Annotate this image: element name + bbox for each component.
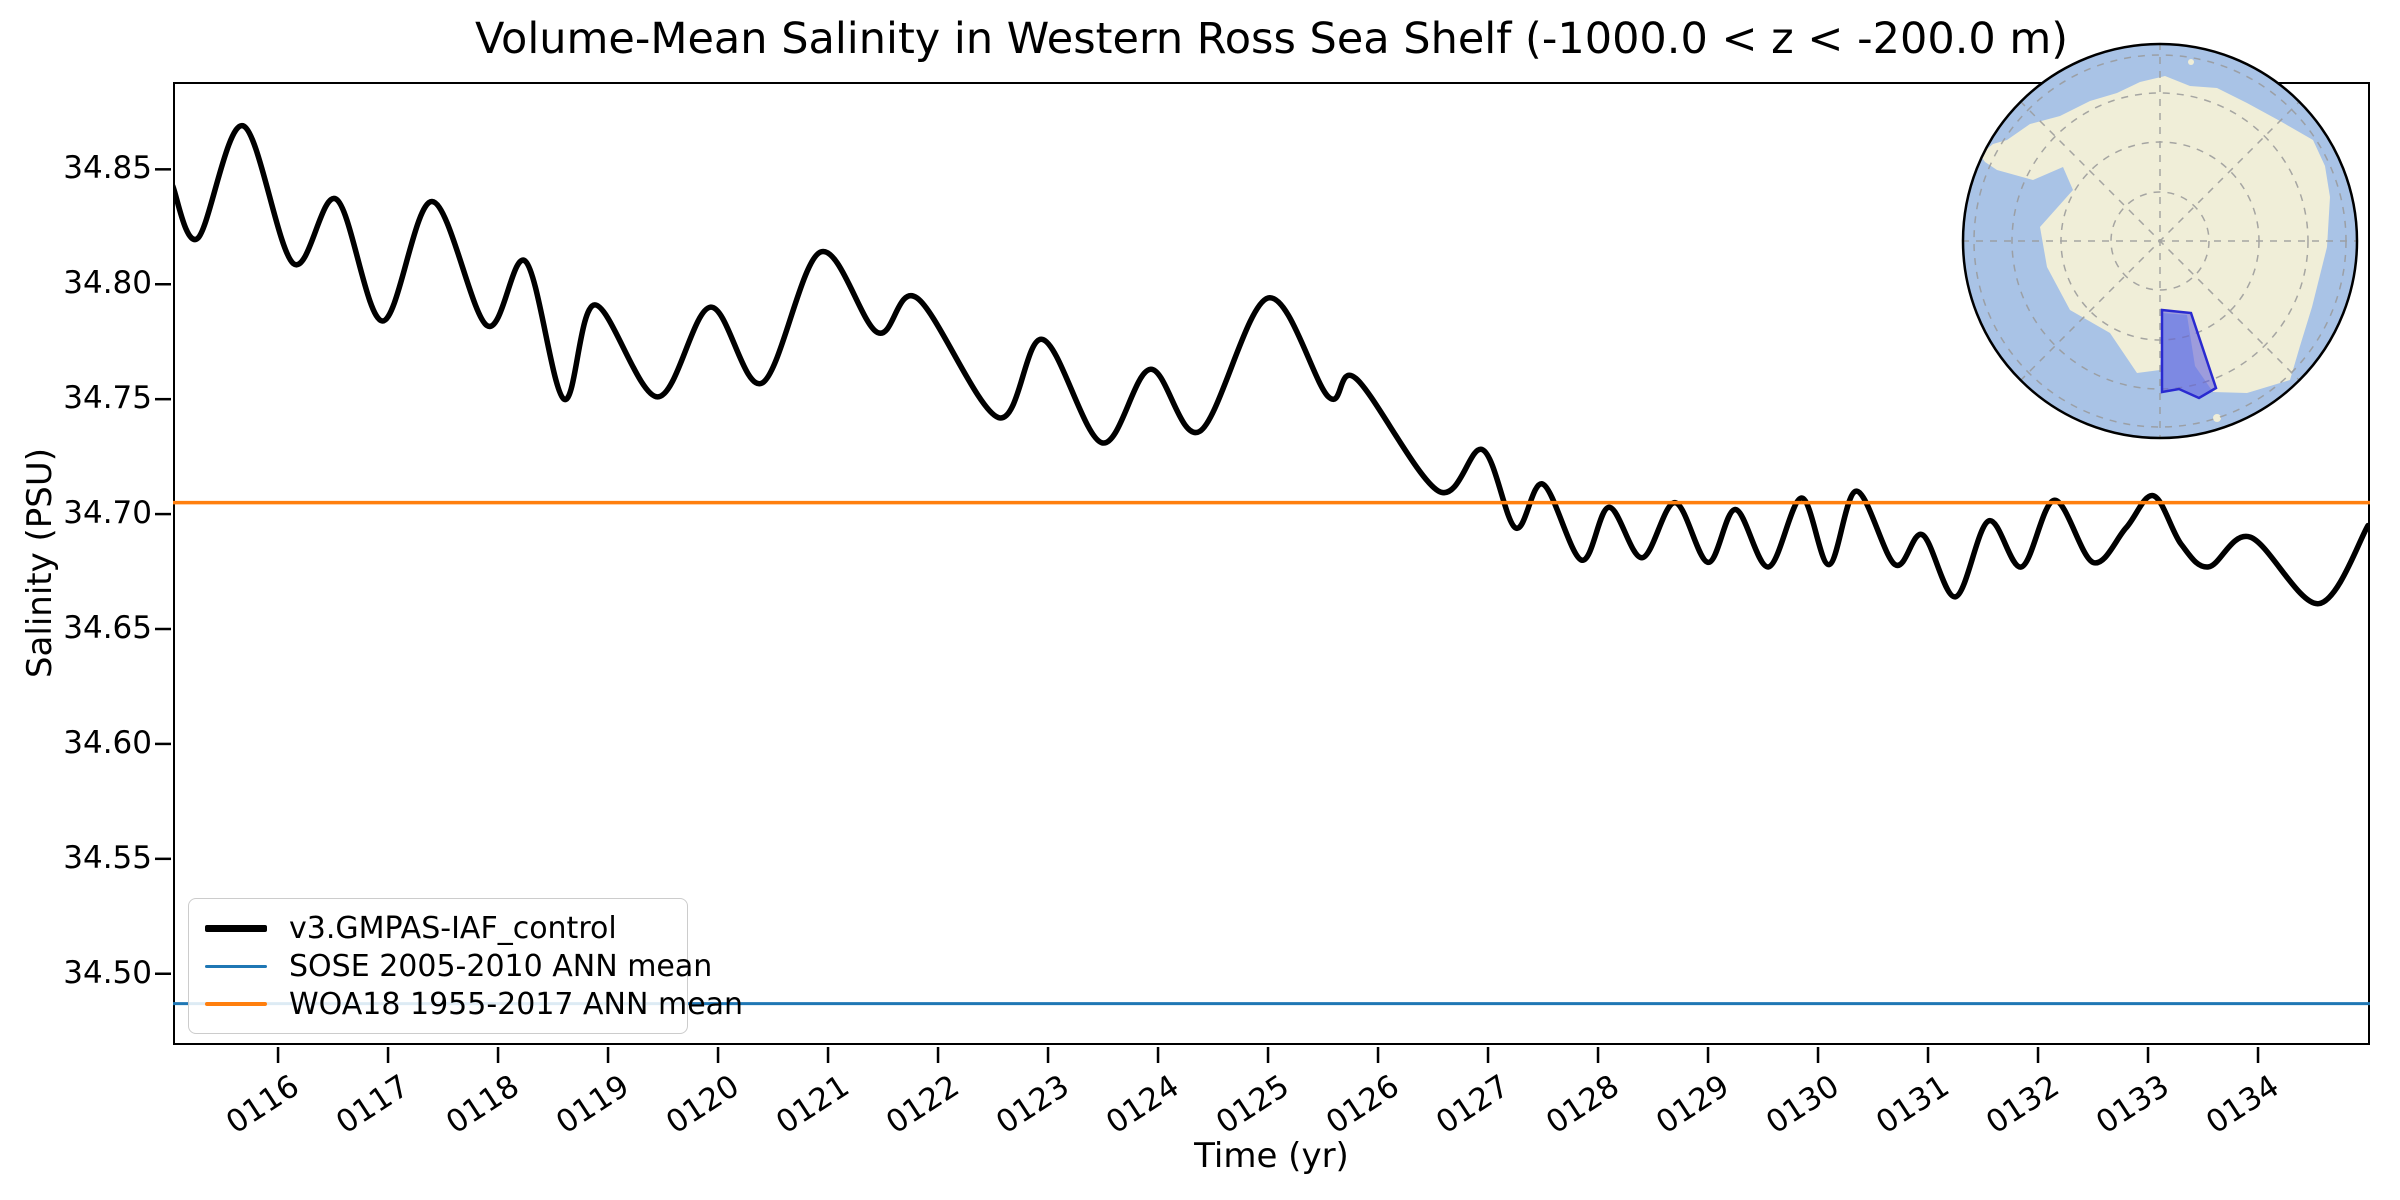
- legend-line-sample-blue: [205, 964, 267, 968]
- legend-line-sample-black: [205, 924, 267, 932]
- x-axis-label: Time (yr): [1194, 1136, 1349, 1176]
- y-tick-label: 34.80: [63, 265, 152, 302]
- y-tick-label: 34.70: [63, 495, 152, 532]
- legend-line-sample-orange: [205, 1002, 267, 1006]
- y-tick-label: 34.55: [63, 839, 152, 876]
- legend-entry-sose: SOSE 2005-2010 ANN mean: [205, 947, 712, 985]
- y-tick-label: 34.60: [63, 724, 152, 761]
- legend-label: v3.GMPAS-IAF_control: [289, 910, 617, 946]
- y-tick-label: 34.50: [63, 954, 152, 991]
- map-circle-border: [1961, 42, 2359, 440]
- map-island: [2213, 414, 2221, 422]
- map-island: [2312, 276, 2318, 282]
- y-tick-label: 34.85: [63, 150, 152, 187]
- series-line-control: [173, 122, 2370, 607]
- legend-entry-woa: WOA18 1955-2017 ANN mean: [205, 985, 743, 1023]
- map-antarctica-land: [1980, 76, 2330, 393]
- legend-label: SOSE 2005-2010 ANN mean: [289, 948, 713, 984]
- antarctica-inset-map: [1961, 42, 2359, 440]
- map-island: [2188, 59, 2194, 65]
- map-region-highlight: [2160, 308, 2218, 400]
- legend: v3.GMPAS-IAF_control SOSE 2005-2010 ANN …: [188, 898, 743, 1034]
- y-tick-label: 34.75: [63, 380, 152, 417]
- legend-label: WOA18 1955-2017 ANN mean: [289, 986, 744, 1022]
- legend-entry-control: v3.GMPAS-IAF_control: [205, 909, 671, 947]
- y-tick-label: 34.65: [63, 610, 152, 646]
- chart-title: Volume-Mean Salinity in Western Ross Sea…: [474, 14, 2069, 64]
- map-graticule: [1964, 45, 2356, 437]
